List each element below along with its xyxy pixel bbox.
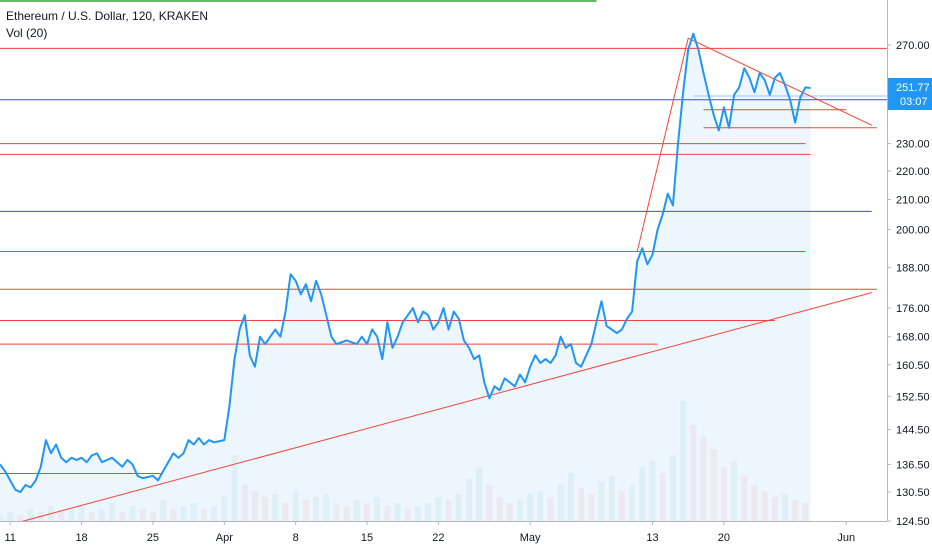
loading-progress-bar bbox=[0, 0, 597, 2]
x-tick-label: 15 bbox=[361, 532, 373, 544]
x-tick-label: 13 bbox=[646, 532, 658, 544]
y-tick-label: 176.00 bbox=[896, 303, 930, 315]
trend-line bbox=[636, 38, 689, 252]
x-tick-label: 11 bbox=[4, 532, 15, 544]
trend-line bbox=[4, 292, 872, 527]
price-area-fill bbox=[0, 33, 811, 521]
y-tick-label: 144.50 bbox=[896, 424, 930, 436]
x-tick-label: 25 bbox=[147, 532, 159, 544]
y-tick-label: 124.50 bbox=[896, 516, 930, 528]
y-tick-label: 188.00 bbox=[896, 263, 930, 275]
y-tick-label: 200.00 bbox=[896, 225, 930, 237]
price-line bbox=[0, 32, 811, 494]
y-tick-label: 168.00 bbox=[896, 332, 930, 344]
y-tick-label: 152.50 bbox=[896, 391, 930, 403]
bar-countdown-label: 03:07 bbox=[900, 96, 928, 108]
y-tick-label: 220.00 bbox=[896, 166, 930, 178]
y-tick-label: 160.50 bbox=[896, 360, 930, 372]
x-tick-label: 20 bbox=[718, 532, 730, 544]
x-tick-label: 18 bbox=[75, 532, 87, 544]
x-tick-label: 8 bbox=[293, 532, 299, 544]
y-tick-label: 230.00 bbox=[896, 139, 930, 151]
volume-indicator-label: Vol (20) bbox=[6, 26, 48, 40]
y-tick-label: 210.00 bbox=[896, 195, 930, 207]
chart-title: Ethereum / U.S. Dollar, 120, KRAKEN bbox=[6, 9, 209, 23]
last-price-label: 251.77 bbox=[896, 82, 930, 94]
time-axis-panel bbox=[0, 521, 932, 550]
y-tick-label: 136.50 bbox=[896, 459, 930, 471]
x-tick-label: Apr bbox=[216, 532, 233, 544]
trend-line bbox=[687, 37, 872, 126]
y-tick-label: 270.00 bbox=[896, 40, 930, 52]
x-tick-label: 22 bbox=[432, 532, 444, 544]
y-tick-label: 130.50 bbox=[896, 487, 930, 499]
chart-legend: Ethereum / U.S. Dollar, 120, KRAKEN Vol … bbox=[6, 8, 208, 42]
x-tick-label: Jun bbox=[837, 532, 855, 544]
x-tick-label: May bbox=[520, 532, 541, 544]
last-price-label-bg bbox=[888, 77, 932, 110]
